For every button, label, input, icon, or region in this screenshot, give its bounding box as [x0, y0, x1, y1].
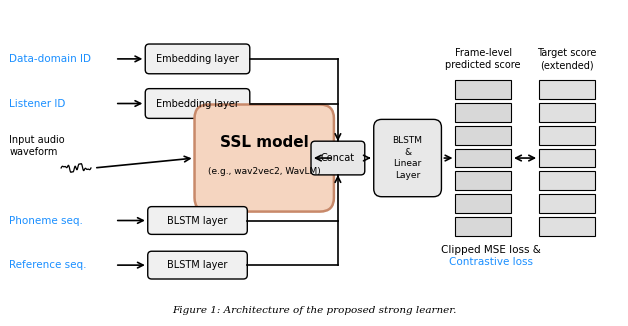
FancyBboxPatch shape [148, 207, 247, 234]
Bar [455, 126, 511, 145]
FancyBboxPatch shape [195, 105, 334, 212]
Bar [539, 103, 595, 122]
Bar [455, 194, 511, 213]
FancyBboxPatch shape [145, 44, 250, 74]
Text: BLSTM layer: BLSTM layer [167, 260, 228, 270]
Text: Listener ID: Listener ID [9, 98, 66, 109]
Text: Reference seq.: Reference seq. [9, 260, 87, 270]
Text: Target score
(extended): Target score (extended) [537, 48, 597, 70]
Text: Contrastive loss: Contrastive loss [449, 257, 533, 267]
Bar [539, 149, 595, 168]
FancyBboxPatch shape [145, 89, 250, 118]
Text: (e.g., wav2vec2, WavLM): (e.g., wav2vec2, WavLM) [208, 168, 321, 176]
Text: Figure 1: Architecture of the proposed strong learner.: Figure 1: Architecture of the proposed s… [172, 306, 456, 315]
Bar [455, 217, 511, 236]
FancyBboxPatch shape [148, 251, 247, 279]
Text: Input audio
waveform: Input audio waveform [9, 135, 65, 157]
FancyBboxPatch shape [311, 141, 365, 175]
Text: SSL model: SSL model [220, 135, 308, 150]
Bar [539, 80, 595, 99]
Text: Frame-level
predicted score: Frame-level predicted score [445, 48, 521, 70]
Bar [539, 171, 595, 190]
Bar [455, 80, 511, 99]
Bar [539, 126, 595, 145]
Text: BLSTM
&
Linear
Layer: BLSTM & Linear Layer [392, 136, 423, 180]
Text: BLSTM layer: BLSTM layer [167, 215, 228, 226]
Bar [455, 171, 511, 190]
Text: Phoneme seq.: Phoneme seq. [9, 215, 84, 226]
Text: Clipped MSE loss &: Clipped MSE loss & [441, 245, 541, 255]
Bar [539, 217, 595, 236]
Text: Concat: Concat [321, 153, 355, 163]
Bar [455, 103, 511, 122]
Bar [539, 194, 595, 213]
Text: Data-domain ID: Data-domain ID [9, 54, 91, 64]
Text: Embedding layer: Embedding layer [156, 54, 239, 64]
FancyBboxPatch shape [374, 119, 441, 197]
Text: Embedding layer: Embedding layer [156, 98, 239, 109]
Bar [455, 149, 511, 168]
